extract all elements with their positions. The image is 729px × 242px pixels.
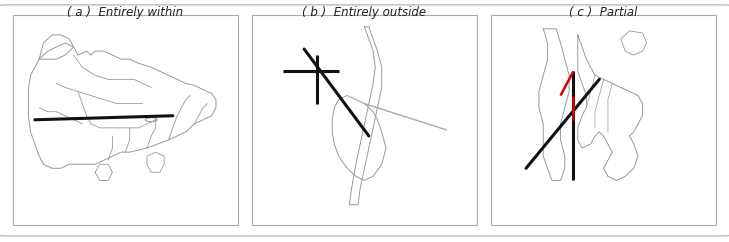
FancyBboxPatch shape <box>0 5 729 236</box>
Text: ( a )  Entirely within: ( a ) Entirely within <box>67 6 184 19</box>
Text: ( b )  Entirely outside: ( b ) Entirely outside <box>303 6 426 19</box>
Bar <box>491 15 716 225</box>
Text: ( c )  Partial: ( c ) Partial <box>569 6 638 19</box>
Bar <box>252 15 477 225</box>
Bar <box>13 15 238 225</box>
